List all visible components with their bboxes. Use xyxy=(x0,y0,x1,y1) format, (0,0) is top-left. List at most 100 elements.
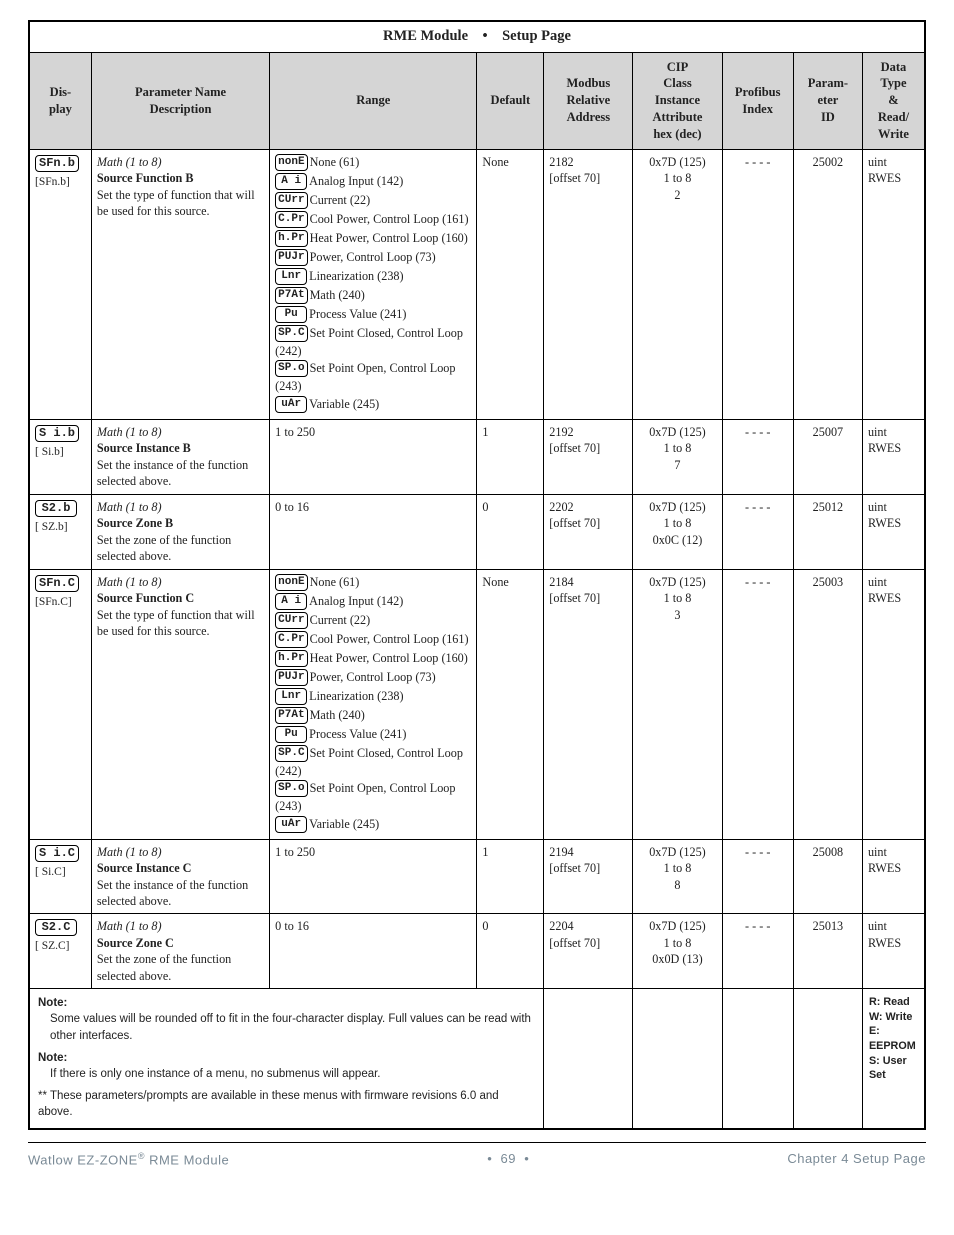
modbus-address: 2184 xyxy=(549,574,627,590)
display-cell: SFn.C[SFn.C] xyxy=(29,569,91,839)
range-option-label: Power, Control Loop (73) xyxy=(310,670,436,684)
notes-blank-3 xyxy=(722,989,793,1129)
range-option-code: P7At xyxy=(275,707,307,724)
default-cell: None xyxy=(477,149,544,419)
range-option-code: SP.o xyxy=(275,360,307,377)
range-option: uArVariable (245) xyxy=(275,816,471,834)
display-segment: S2.b xyxy=(35,500,77,517)
range-option: uArVariable (245) xyxy=(275,396,471,414)
dtype-type: uint xyxy=(868,154,919,170)
param-name: Source Zone C xyxy=(97,935,264,951)
range-option-label: None (61) xyxy=(310,575,360,589)
profibus-cell: - - - - xyxy=(722,569,793,839)
pid-cell: 25012 xyxy=(793,494,862,569)
range-option-label: Heat Power, Control Loop (160) xyxy=(310,231,468,245)
hdr-range: Range xyxy=(270,52,477,149)
dtype-cell: uintRWES xyxy=(862,149,925,419)
pid-cell: 25007 xyxy=(793,419,862,494)
dtype-cell: uintRWES xyxy=(862,914,925,989)
dtype-type: uint xyxy=(868,424,919,440)
range-option: CUrrCurrent (22) xyxy=(275,612,471,630)
modbus-cell: 2204[offset 70] xyxy=(544,914,633,989)
param-cell: Math (1 to 8)Source Function CSet the ty… xyxy=(91,569,269,839)
param-name: Source Instance C xyxy=(97,860,264,876)
modbus-address: 2194 xyxy=(549,844,627,860)
range-text: 0 to 16 xyxy=(275,919,309,933)
range-text: 0 to 16 xyxy=(275,500,309,514)
footer-left: Watlow EZ-ZONE® RME Module xyxy=(28,1151,229,1167)
cip-instance: 1 to 8 xyxy=(638,440,716,456)
param-header: Math (1 to 8) xyxy=(97,844,264,860)
range-option-label: Math (240) xyxy=(310,708,365,722)
note-heading-2: Note: xyxy=(38,1050,535,1066)
profibus-value: - - - - xyxy=(745,500,770,514)
display-bracket: [ Si.b] xyxy=(35,446,64,458)
range-option: P7AtMath (240) xyxy=(275,707,471,725)
note-heading-1: Note: xyxy=(38,995,535,1011)
modbus-offset: [offset 70] xyxy=(549,590,627,606)
pid-value: 25013 xyxy=(813,919,843,933)
footer-right: Chapter 4 Setup Page xyxy=(787,1151,926,1167)
range-option-code: Lnr xyxy=(275,688,307,705)
cip-attribute: 8 xyxy=(638,877,716,893)
modbus-cell: 2184[offset 70] xyxy=(544,569,633,839)
profibus-cell: - - - - xyxy=(722,839,793,914)
display-cell: SFn.b[SFn.b] xyxy=(29,149,91,419)
dtype-cell: uintRWES xyxy=(862,419,925,494)
range-option-label: None (61) xyxy=(310,155,360,169)
title-right: Setup Page xyxy=(502,28,571,44)
display-segment: S i.b xyxy=(35,425,79,442)
range-option: h.PrHeat Power, Control Loop (160) xyxy=(275,650,471,668)
note-text-2: If there is only one instance of a menu,… xyxy=(38,1066,535,1082)
dtype-cell: uintRWES xyxy=(862,839,925,914)
param-desc: Set the instance of the function selecte… xyxy=(97,457,264,490)
param-cell: Math (1 to 8)Source Zone BSet the zone o… xyxy=(91,494,269,569)
range-option-code: nonE xyxy=(275,154,307,171)
param-cell: Math (1 to 8)Source Function BSet the ty… xyxy=(91,149,269,419)
note-text-3: ** These parameters/prompts are availabl… xyxy=(38,1088,535,1120)
cip-cell: 0x7D (125)1 to 88 xyxy=(633,839,722,914)
range-option-code: Pu xyxy=(275,306,307,323)
legend-read: R: Read xyxy=(869,995,918,1010)
table-row: S2.b[ SZ.b]Math (1 to 8)Source Zone BSet… xyxy=(29,494,925,569)
param-name: Source Function C xyxy=(97,590,264,606)
profibus-cell: - - - - xyxy=(722,149,793,419)
notes-cell: Note: Some values will be rounded off to… xyxy=(29,989,544,1129)
modbus-offset: [offset 70] xyxy=(549,170,627,186)
modbus-offset: [offset 70] xyxy=(549,935,627,951)
cip-attribute: 0x0D (13) xyxy=(638,951,716,967)
param-desc: Set the instance of the function selecte… xyxy=(97,877,264,910)
cip-class: 0x7D (125) xyxy=(638,918,716,934)
header-row: Dis- play Parameter Name Description Ran… xyxy=(29,52,925,149)
default-cell: 0 xyxy=(477,494,544,569)
footer-product: Watlow EZ-ZONE xyxy=(28,1152,138,1167)
range-option: PUJrPower, Control Loop (73) xyxy=(275,249,471,267)
default-cell: None xyxy=(477,569,544,839)
dtype-type: uint xyxy=(868,574,919,590)
range-option-code: Pu xyxy=(275,726,307,743)
footer-bullet-1: • xyxy=(487,1151,492,1166)
range-option-label: Cool Power, Control Loop (161) xyxy=(310,212,469,226)
dtype-cell: uintRWES xyxy=(862,494,925,569)
param-desc: Set the zone of the function selected ab… xyxy=(97,532,264,565)
notes-blank-4 xyxy=(793,989,862,1129)
cip-attribute: 7 xyxy=(638,457,716,473)
cip-instance: 1 to 8 xyxy=(638,590,716,606)
modbus-cell: 2192[offset 70] xyxy=(544,419,633,494)
cip-class: 0x7D (125) xyxy=(638,844,716,860)
default-cell: 1 xyxy=(477,839,544,914)
page-footer: Watlow EZ-ZONE® RME Module • 69 • Chapte… xyxy=(28,1142,926,1167)
cip-attribute: 3 xyxy=(638,607,716,623)
cip-class: 0x7D (125) xyxy=(638,499,716,515)
hdr-default: Default xyxy=(477,52,544,149)
footer-center: • 69 • xyxy=(487,1151,529,1167)
range-option-label: Current (22) xyxy=(310,193,371,207)
notes-blank-2 xyxy=(633,989,722,1129)
param-name: Source Function B xyxy=(97,170,264,186)
pid-cell: 25013 xyxy=(793,914,862,989)
param-desc: Set the type of function that will be us… xyxy=(97,607,264,640)
range-option: LnrLinearization (238) xyxy=(275,268,471,286)
default-cell: 0 xyxy=(477,914,544,989)
display-segment: S i.C xyxy=(35,845,79,862)
display-cell: S i.C[ Si.C] xyxy=(29,839,91,914)
